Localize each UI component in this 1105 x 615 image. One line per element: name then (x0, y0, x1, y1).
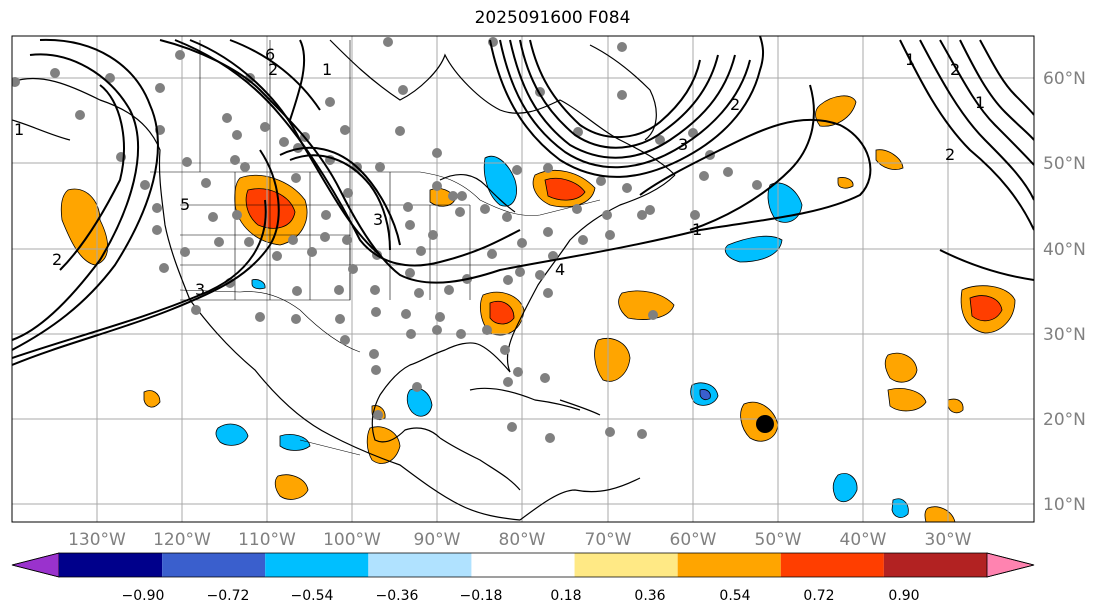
contour-label: 3 (195, 280, 205, 299)
contour-label: 1 (322, 60, 332, 79)
lon-label: 60°W (670, 530, 717, 550)
contour-label: 4 (555, 260, 565, 279)
colorbar-tick-label: −0.18 (460, 588, 503, 604)
colorbar-tick-label: −0.36 (376, 588, 419, 604)
lon-label: 110°W (238, 530, 296, 550)
colorbar-tick-label: −0.90 (122, 588, 165, 604)
colorbar-segment (368, 553, 472, 577)
contour-label: 3 (678, 135, 688, 154)
colorbar-segment (677, 553, 781, 577)
lon-label: 100°W (323, 530, 381, 550)
lon-label: 30°W (925, 530, 972, 550)
lat-label: 20°N (1043, 410, 1086, 430)
latitude-labels: 60°N 50°N 40°N 30°N 20°N 10°N (1043, 69, 1086, 515)
colorbar-segment (162, 553, 266, 577)
lon-label: 40°W (840, 530, 887, 550)
coastlines (12, 39, 676, 521)
colorbar-tick-label: −0.72 (207, 588, 250, 604)
contour-label: 6 (265, 45, 275, 64)
colorbar-extend-low (11, 552, 60, 578)
lat-label: 30°N (1043, 325, 1086, 345)
colorbar-tick-labels: −0.90 −0.72 −0.54 −0.36 −0.18 0.18 0.36 … (122, 588, 920, 604)
colorbar-segment (883, 553, 987, 577)
colorbar-tick-label: 0.90 (888, 588, 919, 604)
contour-label: 2 (950, 60, 960, 79)
colorbar-segment (574, 553, 678, 577)
lat-label: 50°N (1043, 154, 1086, 174)
colorbar-segment (471, 553, 575, 577)
map-frame (11, 35, 1035, 523)
colorbar-tick-label: −0.54 (291, 588, 334, 604)
lon-label: 90°W (414, 530, 461, 550)
colorbar (11, 552, 1035, 578)
contour-label: 1 (975, 93, 985, 112)
contour-lines (12, 36, 1034, 366)
lon-label: 80°W (499, 530, 546, 550)
colorbar-tick-label: 0.36 (634, 588, 665, 604)
colorbar-segment (780, 553, 884, 577)
map-title: 2025091600 F084 (474, 8, 631, 28)
contour-label: 2 (730, 95, 740, 114)
lat-label: 10°N (1043, 495, 1086, 515)
contour-labels: 1 2 3 5 6 1 2 3 4 1 2 3 1 2 1 2 (14, 45, 985, 299)
anomaly-fills (60, 95, 1016, 522)
contour-label: 3 (373, 210, 383, 229)
colorbar-frame (11, 552, 1035, 578)
contour-label: 5 (180, 195, 190, 214)
colorbar-tick-label: 0.18 (550, 588, 581, 604)
lon-label: 70°W (585, 530, 632, 550)
contour-label: 1 (692, 220, 702, 239)
lat-label: 60°N (1043, 69, 1086, 89)
lat-label: 40°N (1043, 240, 1086, 260)
colorbar-segment (265, 553, 369, 577)
contour-label: 2 (268, 60, 278, 79)
contour-label: 2 (52, 250, 62, 269)
contour-label: 2 (945, 145, 955, 164)
colorbar-segment (59, 553, 163, 577)
colorbar-tick-label: 0.54 (719, 588, 750, 604)
colorbar-extend-high (986, 552, 1035, 578)
map-background (12, 36, 1034, 522)
lon-label: 50°W (755, 530, 802, 550)
lon-label: 120°W (153, 530, 211, 550)
contour-label: 1 (14, 120, 24, 139)
colorbar-tick-label: 0.72 (803, 588, 834, 604)
storm-center-marker (756, 415, 774, 433)
contour-label: 1 (905, 50, 915, 69)
longitude-labels: 130°W 120°W 110°W 100°W 90°W 80°W 70°W 6… (68, 530, 972, 550)
lon-label: 130°W (68, 530, 126, 550)
